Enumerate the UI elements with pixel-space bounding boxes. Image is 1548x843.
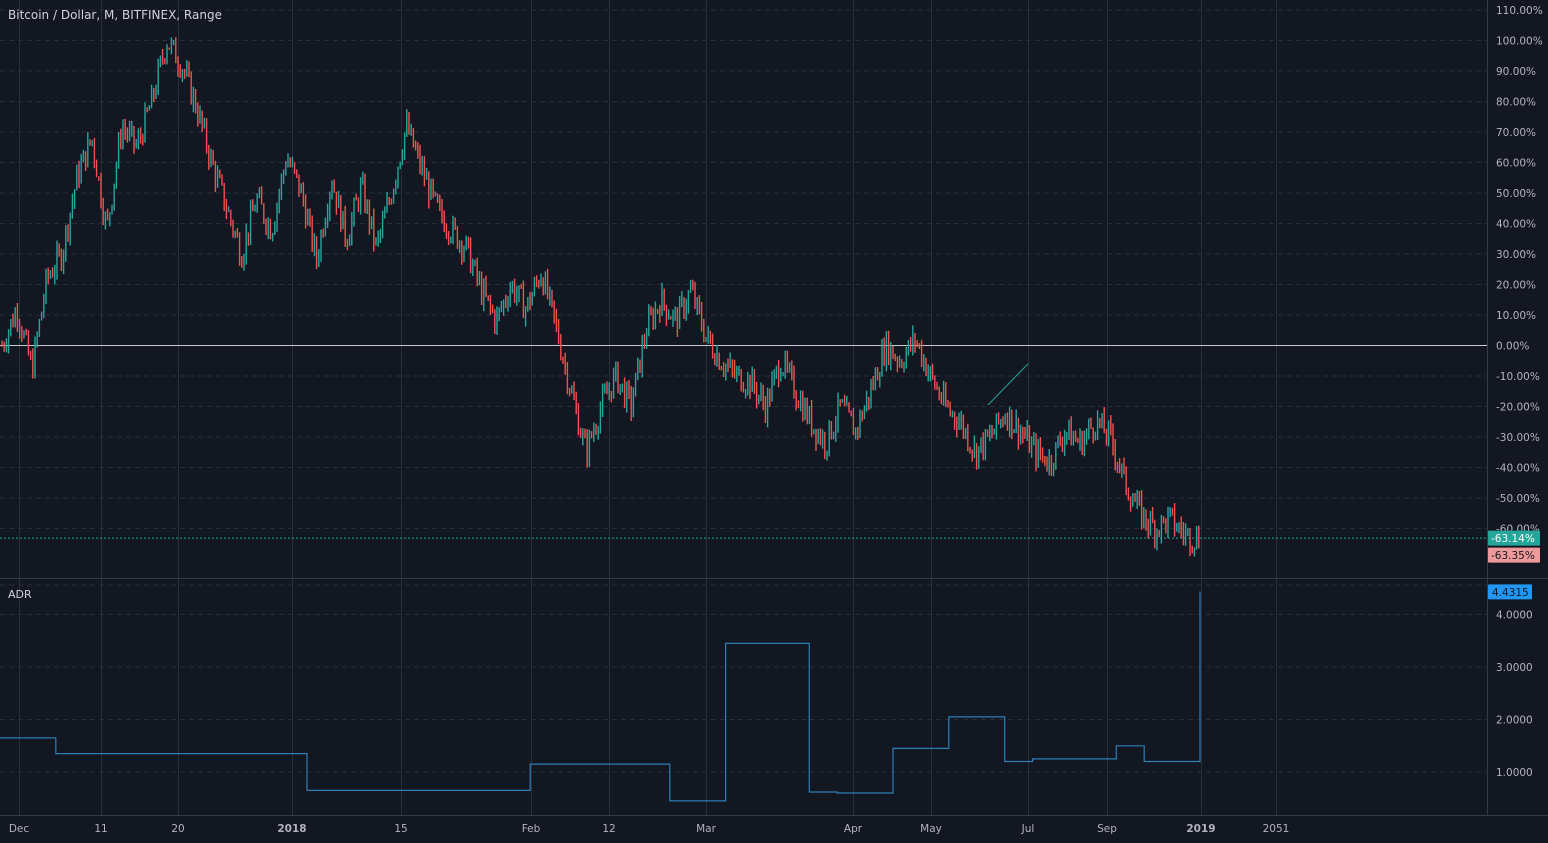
x-tick-label: Sep <box>1097 823 1117 835</box>
adr-y-tick-label: 2.0000 <box>1496 715 1533 727</box>
y-tick-label: 30.00% <box>1496 249 1536 261</box>
adr-value-badge-text: 4.4315 <box>1492 587 1529 599</box>
x-tick-label: Mar <box>696 823 716 835</box>
y-tick-label: -30.00% <box>1496 432 1540 444</box>
y-tick-label: 20.00% <box>1496 280 1536 292</box>
adr-y-tick-label: 1.0000 <box>1496 767 1533 779</box>
y-tick-label: 100.00% <box>1496 36 1543 48</box>
x-tick-label: Dec <box>9 823 30 835</box>
x-tick-label: Jul <box>1021 823 1035 835</box>
low-price-badge-text: -63.35% <box>1491 550 1535 562</box>
y-tick-label: 10.00% <box>1496 310 1536 322</box>
x-tick-label: 2018 <box>277 823 306 835</box>
low-price-badge-bg <box>1488 547 1540 563</box>
x-tick-label: Feb <box>522 823 541 835</box>
y-tick-label: -20.00% <box>1496 402 1540 414</box>
y-tick-label: 60.00% <box>1496 158 1536 170</box>
y-tick-label: 70.00% <box>1496 127 1536 139</box>
x-tick-label: Apr <box>844 823 863 835</box>
x-tick-label: 11 <box>94 823 107 835</box>
x-tick-label: 2051 <box>1263 823 1290 835</box>
y-tick-label: 110.00% <box>1496 5 1543 17</box>
adr-indicator-label: ADR <box>8 588 32 601</box>
low-price-badge: -63.35% <box>1488 547 1540 563</box>
last-price-badge: -63.14% <box>1488 530 1540 546</box>
x-tick-label: 15 <box>394 823 407 835</box>
price-candles <box>1 37 1200 557</box>
adr-step-line <box>0 591 1201 802</box>
adr-y-tick-label: 4.0000 <box>1496 610 1533 622</box>
x-tick-label: 20 <box>171 823 184 835</box>
y-tick-label: -50.00% <box>1496 493 1540 505</box>
trend-line-annotation <box>987 363 1029 406</box>
adr-value-badge: 4.4315 <box>1488 584 1532 600</box>
adr-y-tick-label: 3.0000 <box>1496 662 1533 674</box>
y-tick-label: -40.00% <box>1496 463 1540 475</box>
chart-title: Bitcoin / Dollar, M, BITFINEX, Range <box>8 8 222 22</box>
adr-value-badge-bg <box>1488 584 1532 600</box>
last-price-badge-text: -63.14% <box>1491 533 1535 545</box>
last-price-badge-bg <box>1488 530 1540 546</box>
y-tick-label: 40.00% <box>1496 219 1536 231</box>
x-tick-label: 12 <box>602 823 615 835</box>
y-tick-label: 0.00% <box>1496 341 1529 353</box>
y-tick-label: -10.00% <box>1496 371 1540 383</box>
y-tick-label: 50.00% <box>1496 188 1536 200</box>
y-tick-label: 80.00% <box>1496 97 1536 109</box>
y-tick-label: 90.00% <box>1496 66 1536 78</box>
x-tick-label: May <box>920 823 942 835</box>
x-tick-label: 2019 <box>1186 823 1215 835</box>
